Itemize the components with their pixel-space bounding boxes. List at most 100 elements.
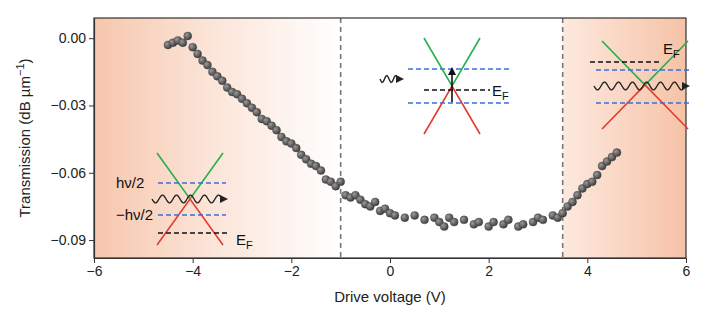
y-axis-title-superscript: −1 (14, 64, 26, 77)
y-axis-title-text: Transmission (dB µm (16, 76, 33, 217)
y-axis: 0.00 −0.03 −0.06 −0.09 (51, 19, 95, 259)
fermi-level (158, 232, 230, 233)
data-point (450, 218, 458, 226)
tick-mark (89, 38, 94, 39)
photon-arrow (396, 75, 404, 83)
tick-label: −2 (284, 263, 300, 279)
fermi-level (590, 61, 660, 62)
tick-label: −6 (87, 263, 103, 279)
plot-frame (94, 18, 686, 258)
data-point (203, 61, 211, 69)
regions (94, 18, 686, 258)
tick: −0.06 (51, 165, 94, 181)
tick-label: 6 (683, 263, 691, 279)
boundary-line (340, 18, 342, 258)
tick-label: −4 (185, 263, 201, 279)
tick-label: 2 (485, 263, 493, 279)
tick-mark (89, 240, 94, 241)
photon-arrow (220, 195, 228, 203)
tick-label: 0.00 (59, 30, 86, 46)
tick: −0.09 (51, 232, 94, 248)
data-point (337, 178, 345, 186)
annotation-text: hν/2 (116, 174, 144, 191)
data-point (573, 191, 581, 199)
transition-arrow (451, 74, 453, 102)
annotation-text: E (663, 40, 673, 57)
tick: −4 (185, 258, 201, 279)
data-point (569, 198, 577, 206)
data-point (179, 39, 187, 47)
tick: 0 (387, 258, 395, 279)
y-axis-title: Transmission (dB µm−1) (14, 59, 33, 218)
shade-left (94, 18, 341, 258)
photon (594, 82, 684, 90)
tick-label: −0.03 (51, 97, 87, 113)
data-point (411, 211, 419, 219)
data-point (253, 108, 261, 116)
level-line (408, 102, 512, 103)
tick-mark (89, 173, 94, 174)
data-point (593, 171, 601, 179)
fermi-level (424, 89, 490, 90)
data-point (588, 178, 596, 186)
annotation-text: E (492, 82, 502, 99)
valence-band (602, 85, 688, 129)
boundary-line (562, 18, 564, 258)
data-point (519, 220, 527, 228)
tick: −6 (87, 258, 103, 279)
annotation-subscript: F (502, 90, 509, 102)
data-point (475, 218, 483, 226)
data-point (401, 214, 409, 222)
data-point (490, 218, 498, 226)
data-point (317, 167, 325, 175)
data-point (184, 32, 192, 40)
chart: −6−4−202460.00−0.03−0.06−0.09hν/2−hν/2EF… (0, 0, 715, 321)
data-point (189, 43, 197, 51)
points (164, 32, 621, 231)
conduction-band (602, 41, 688, 85)
data-point (273, 126, 281, 134)
annotation-text: E (236, 231, 246, 248)
data-point (460, 216, 468, 224)
tick: −0.03 (51, 97, 94, 113)
photon-arrow (682, 82, 690, 90)
data-point (440, 223, 448, 231)
y-axis-title-suffix: ) (16, 59, 33, 64)
annotation-text: −hν/2 (116, 206, 153, 223)
data-point (539, 216, 547, 224)
annotation-subscript: F (673, 48, 680, 60)
conduction-band (157, 153, 223, 199)
annotation: EF (663, 40, 680, 60)
level-line (596, 69, 690, 70)
valence-band (157, 199, 223, 245)
tick: 0.00 (59, 30, 94, 46)
tick: 2 (485, 258, 493, 279)
photon (152, 195, 222, 203)
data-point (218, 77, 226, 85)
tick: 4 (584, 258, 592, 279)
tick-label: 4 (584, 263, 592, 279)
tick: −2 (284, 258, 300, 279)
level-line (158, 214, 226, 215)
tick-label: −0.09 (51, 232, 87, 248)
data-point (391, 211, 399, 219)
data-point (194, 50, 202, 58)
level-line (158, 182, 226, 183)
band-diagrams (152, 38, 690, 245)
x-axis-title: Drive voltage (V) (334, 288, 446, 305)
annotation: −hν/2 (116, 206, 153, 223)
data-point (292, 144, 300, 152)
level-line (596, 102, 690, 103)
annotation: hν/2 (116, 174, 144, 191)
transition-arrow-head (448, 67, 456, 75)
tick-label: 0 (387, 263, 395, 279)
tick: 6 (683, 258, 691, 279)
x-axis: −6 −4 −2 0 2 4 6 (87, 258, 691, 279)
photon (380, 76, 398, 83)
annotation-subscript: F (246, 239, 253, 251)
data-point (559, 209, 567, 217)
data-point (371, 198, 379, 206)
shade-right (563, 18, 686, 258)
annotation: EF (492, 82, 509, 102)
annotation: EF (236, 231, 253, 251)
